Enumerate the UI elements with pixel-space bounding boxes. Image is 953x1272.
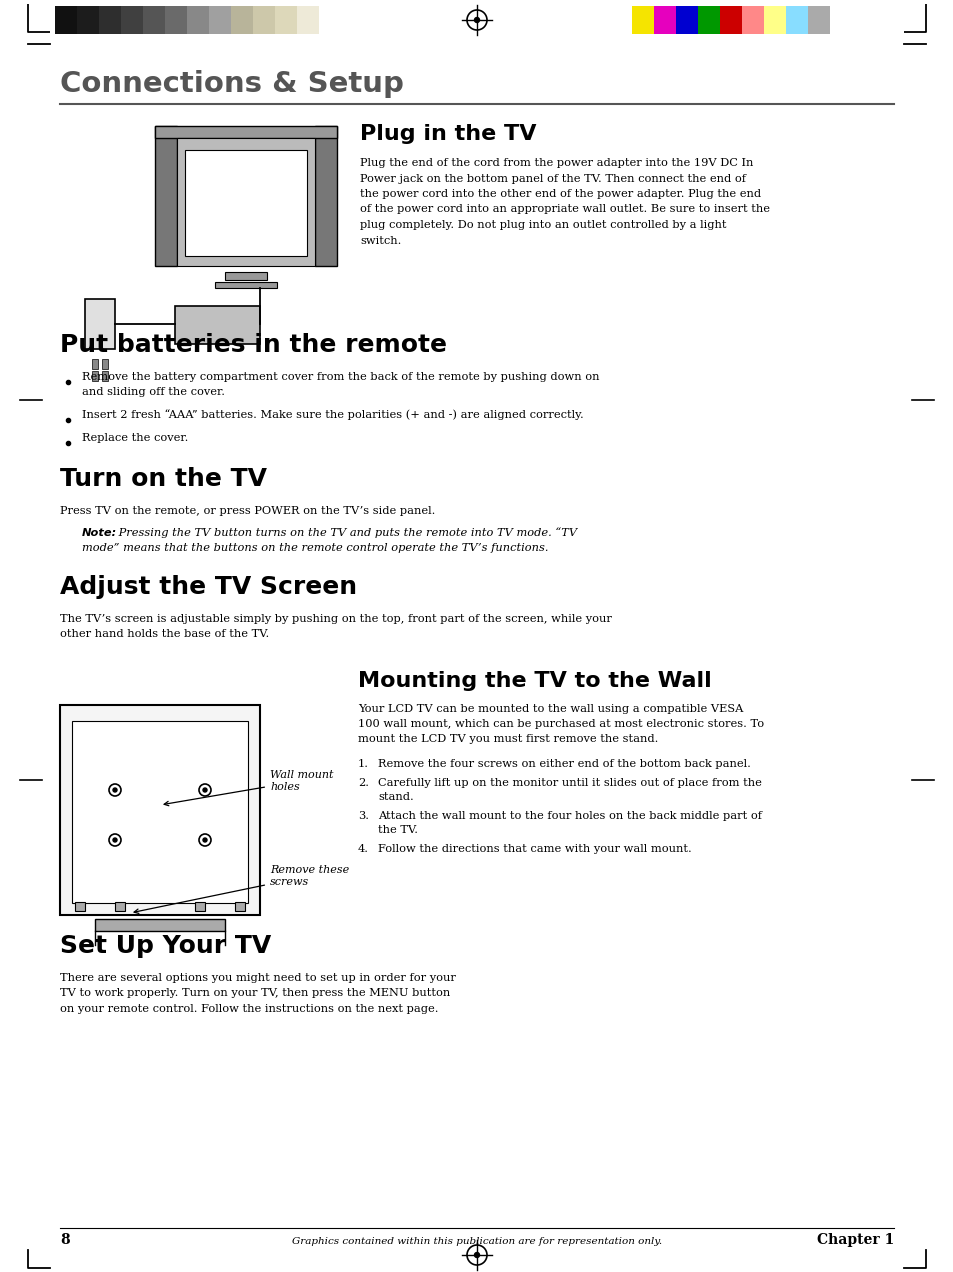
Text: 1.: 1. (357, 759, 369, 770)
Bar (698, 6, 720, 34)
Text: Remove these
screws: Remove these screws (134, 865, 349, 913)
Text: the power cord into the other end of the power adapter. Plug the end: the power cord into the other end of the… (359, 190, 760, 198)
Text: 8: 8 (60, 1233, 70, 1247)
Bar (296, 6, 318, 34)
Text: The TV’s screen is adjustable simply by pushing on the top, front part of the sc: The TV’s screen is adjustable simply by … (60, 614, 611, 625)
Bar (231, 6, 253, 34)
Bar (91, 371, 98, 382)
Text: Turn on the TV: Turn on the TV (60, 467, 267, 491)
Text: Mounting the TV to the Wall: Mounting the TV to the Wall (357, 672, 711, 691)
Text: Attach the wall mount to the four holes on the back middle part of: Attach the wall mount to the four holes … (377, 812, 761, 820)
Bar (95, 918, 225, 931)
Text: Pressing the TV button turns on the TV and puts the remote into TV mode. “TV: Pressing the TV button turns on the TV a… (115, 527, 577, 538)
Text: Plug in the TV: Plug in the TV (359, 123, 536, 144)
Circle shape (474, 18, 479, 23)
Bar (77, 6, 99, 34)
Text: mode” means that the buttons on the remote control operate the TV’s functions.: mode” means that the buttons on the remo… (82, 543, 548, 553)
Text: mount the LCD TV you must first remove the stand.: mount the LCD TV you must first remove t… (357, 734, 658, 744)
Bar (676, 6, 698, 34)
Bar (253, 6, 274, 34)
Bar (234, 902, 245, 911)
Text: stand.: stand. (377, 792, 414, 803)
Text: Insert 2 fresh “AAA” batteries. Make sure the polarities (+ and -) are aligned c: Insert 2 fresh “AAA” batteries. Make sur… (82, 410, 583, 420)
Bar (654, 6, 676, 34)
Text: Chapter 1: Chapter 1 (816, 1233, 893, 1247)
Bar (274, 6, 296, 34)
Circle shape (474, 1253, 479, 1258)
Text: Wall mount
holes: Wall mount holes (164, 770, 334, 805)
Bar (785, 6, 807, 34)
Bar (115, 902, 125, 911)
Bar (185, 150, 307, 256)
Text: Follow the directions that came with your wall mount.: Follow the directions that came with you… (377, 845, 691, 854)
Bar (154, 126, 336, 137)
Text: Adjust the TV Screen: Adjust the TV Screen (60, 575, 356, 599)
Circle shape (203, 838, 207, 842)
Text: other hand holds the base of the TV.: other hand holds the base of the TV. (60, 628, 269, 639)
Bar (143, 6, 165, 34)
Text: 3.: 3. (357, 812, 369, 820)
Bar (720, 6, 741, 34)
Text: the TV.: the TV. (377, 826, 417, 834)
Bar (71, 721, 248, 903)
Text: switch.: switch. (359, 235, 401, 245)
Bar (225, 272, 267, 280)
Bar (631, 6, 654, 34)
Text: of the power cord into an appropriate wall outlet. Be sure to insert the: of the power cord into an appropriate wa… (359, 205, 769, 215)
Bar (741, 6, 763, 34)
Bar (55, 6, 77, 34)
Text: Replace the cover.: Replace the cover. (82, 432, 188, 443)
Bar (209, 6, 231, 34)
Bar (194, 902, 205, 911)
Text: Graphics contained within this publication are for representation only.: Graphics contained within this publicati… (292, 1236, 661, 1247)
Bar (214, 282, 276, 287)
Bar (187, 6, 209, 34)
Text: Carefully lift up on the monitor until it slides out of place from the: Carefully lift up on the monitor until i… (377, 778, 761, 787)
Text: Power jack on the bottom panel of the TV. Then connect the end of: Power jack on the bottom panel of the TV… (359, 173, 745, 183)
Bar (154, 126, 177, 266)
Bar (102, 359, 108, 369)
Bar (807, 6, 829, 34)
Text: Set Up Your TV: Set Up Your TV (60, 934, 271, 958)
Text: 100 wall mount, which can be purchased at most electronic stores. To: 100 wall mount, which can be purchased a… (357, 719, 763, 729)
Bar (99, 6, 121, 34)
Text: TV to work properly. Turn on your TV, then press the MENU button: TV to work properly. Turn on your TV, th… (60, 988, 450, 999)
Bar (102, 371, 108, 382)
Circle shape (203, 787, 207, 792)
Text: 4.: 4. (357, 845, 369, 854)
Bar (121, 6, 143, 34)
Bar (314, 126, 336, 266)
Bar (60, 705, 260, 915)
Circle shape (112, 838, 117, 842)
Text: plug completely. Do not plug into an outlet controlled by a light: plug completely. Do not plug into an out… (359, 220, 726, 230)
Bar (763, 6, 785, 34)
Text: Put batteries in the remote: Put batteries in the remote (60, 333, 447, 357)
Bar (165, 6, 187, 34)
Bar (91, 359, 98, 369)
Text: Note:: Note: (82, 528, 117, 538)
Text: Remove the four screws on either end of the bottom back panel.: Remove the four screws on either end of … (377, 759, 750, 770)
Text: 2.: 2. (357, 778, 369, 787)
Text: Connections & Setup: Connections & Setup (60, 70, 403, 98)
Text: There are several options you might need to set up in order for your: There are several options you might need… (60, 973, 456, 983)
Circle shape (112, 787, 117, 792)
Text: Press TV on the remote, or press POWER on the TV’s side panel.: Press TV on the remote, or press POWER o… (60, 506, 435, 516)
Bar (75, 902, 85, 911)
Bar (177, 137, 314, 266)
Text: Remove the battery compartment cover from the back of the remote by pushing down: Remove the battery compartment cover fro… (82, 371, 598, 382)
Text: Your LCD TV can be mounted to the wall using a compatible VESA: Your LCD TV can be mounted to the wall u… (357, 703, 742, 714)
Text: on your remote control. Follow the instructions on the next page.: on your remote control. Follow the instr… (60, 1004, 438, 1014)
Bar (174, 307, 260, 343)
Text: Plug the end of the cord from the power adapter into the 19V DC In: Plug the end of the cord from the power … (359, 158, 753, 168)
Bar (85, 299, 115, 349)
Text: and sliding off the cover.: and sliding off the cover. (82, 387, 225, 397)
